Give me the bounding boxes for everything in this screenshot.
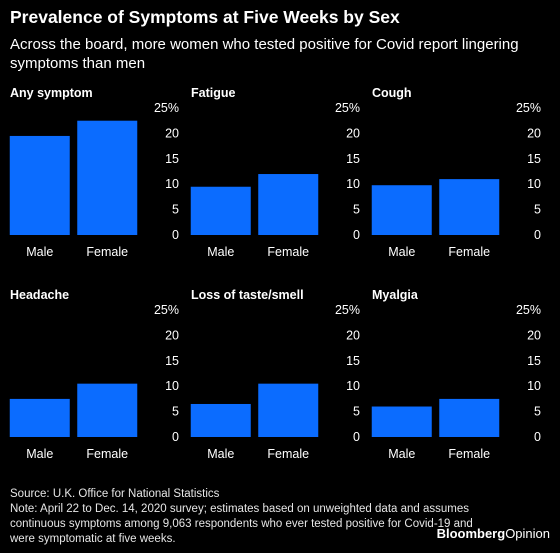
y-tick-label: 10 xyxy=(346,379,360,393)
y-tick-label: 15 xyxy=(346,152,360,166)
bar-female xyxy=(258,383,319,437)
y-tick-label: 25% xyxy=(335,101,360,115)
bar-female xyxy=(77,383,138,437)
brand-opinion: Opinion xyxy=(505,526,550,541)
y-tick-label: 25% xyxy=(154,101,179,115)
source-note: Source: U.K. Office for National Statist… xyxy=(10,488,220,500)
y-tick-label: 0 xyxy=(353,228,360,242)
y-tick-label: 0 xyxy=(172,430,179,444)
y-tick-label: 0 xyxy=(353,430,360,444)
panel-title: Fatigue xyxy=(191,86,235,100)
y-tick-label: 0 xyxy=(172,228,179,242)
x-tick-label: Male xyxy=(207,245,234,259)
x-tick-label: Female xyxy=(267,245,309,259)
y-tick-label: 10 xyxy=(527,379,541,393)
bar-male xyxy=(371,185,432,235)
y-tick-label: 5 xyxy=(534,405,541,419)
panel-title: Any symptom xyxy=(10,86,93,100)
y-tick-label: 5 xyxy=(534,203,541,217)
y-tick-label: 20 xyxy=(165,328,179,342)
bloomberg-opinion-logo: BloombergOpinion xyxy=(437,526,550,541)
x-tick-label: Male xyxy=(207,447,234,461)
y-tick-label: 25% xyxy=(335,303,360,317)
chart-title: Prevalence of Symptoms at Five Weeks by … xyxy=(10,7,400,27)
bar-female xyxy=(77,120,138,235)
x-tick-label: Female xyxy=(86,447,128,461)
bar-female xyxy=(439,398,500,437)
x-tick-label: Male xyxy=(26,245,53,259)
y-tick-label: 5 xyxy=(172,203,179,217)
y-tick-label: 15 xyxy=(165,354,179,368)
y-tick-label: 0 xyxy=(534,430,541,444)
methodology-note: Note: April 22 to Dec. 14, 2020 survey; … xyxy=(10,503,473,545)
y-tick-label: 20 xyxy=(527,126,541,140)
y-tick-label: 10 xyxy=(165,379,179,393)
y-tick-label: 20 xyxy=(527,328,541,342)
y-tick-label: 20 xyxy=(165,126,179,140)
y-tick-label: 15 xyxy=(527,354,541,368)
y-tick-label: 5 xyxy=(172,405,179,419)
y-tick-label: 10 xyxy=(165,177,179,191)
y-tick-label: 15 xyxy=(527,152,541,166)
y-tick-label: 15 xyxy=(346,354,360,368)
y-tick-label: 20 xyxy=(346,328,360,342)
bar-male xyxy=(9,135,70,235)
small-multiples-charts: Any symptom 25% 20 15 10 5 0 Male Female Fatigue 2… xyxy=(9,86,541,461)
bar-male xyxy=(190,403,251,437)
bar-male xyxy=(371,406,432,437)
chart-subtitle: Across the board, more women who tested … xyxy=(10,36,519,72)
y-tick-label: 5 xyxy=(353,405,360,419)
panel-title: Headache xyxy=(10,288,69,302)
x-tick-label: Male xyxy=(388,447,415,461)
bar-male xyxy=(190,186,251,235)
y-tick-label: 25% xyxy=(516,303,541,317)
x-tick-label: Female xyxy=(448,447,490,461)
footer: Source: U.K. Office for National Statist… xyxy=(10,487,480,547)
x-tick-label: Male xyxy=(26,447,53,461)
brand-bloomberg: Bloomberg xyxy=(436,526,506,541)
y-tick-label: 0 xyxy=(534,228,541,242)
y-tick-label: 25% xyxy=(516,101,541,115)
panel-title: Loss of taste/smell xyxy=(191,288,304,302)
x-tick-label: Female xyxy=(267,447,309,461)
y-tick-label: 25% xyxy=(154,303,179,317)
panel-title: Myalgia xyxy=(372,288,419,302)
bar-female xyxy=(258,174,319,235)
x-tick-label: Male xyxy=(388,245,415,259)
bar-female xyxy=(439,179,500,235)
y-tick-label: 15 xyxy=(165,152,179,166)
y-tick-label: 20 xyxy=(346,126,360,140)
y-tick-label: 10 xyxy=(346,177,360,191)
bar-male xyxy=(9,398,70,437)
panel-title: Cough xyxy=(372,86,412,100)
y-tick-label: 10 xyxy=(527,177,541,191)
y-tick-label: 5 xyxy=(353,203,360,217)
x-tick-label: Female xyxy=(448,245,490,259)
x-tick-label: Female xyxy=(86,245,128,259)
